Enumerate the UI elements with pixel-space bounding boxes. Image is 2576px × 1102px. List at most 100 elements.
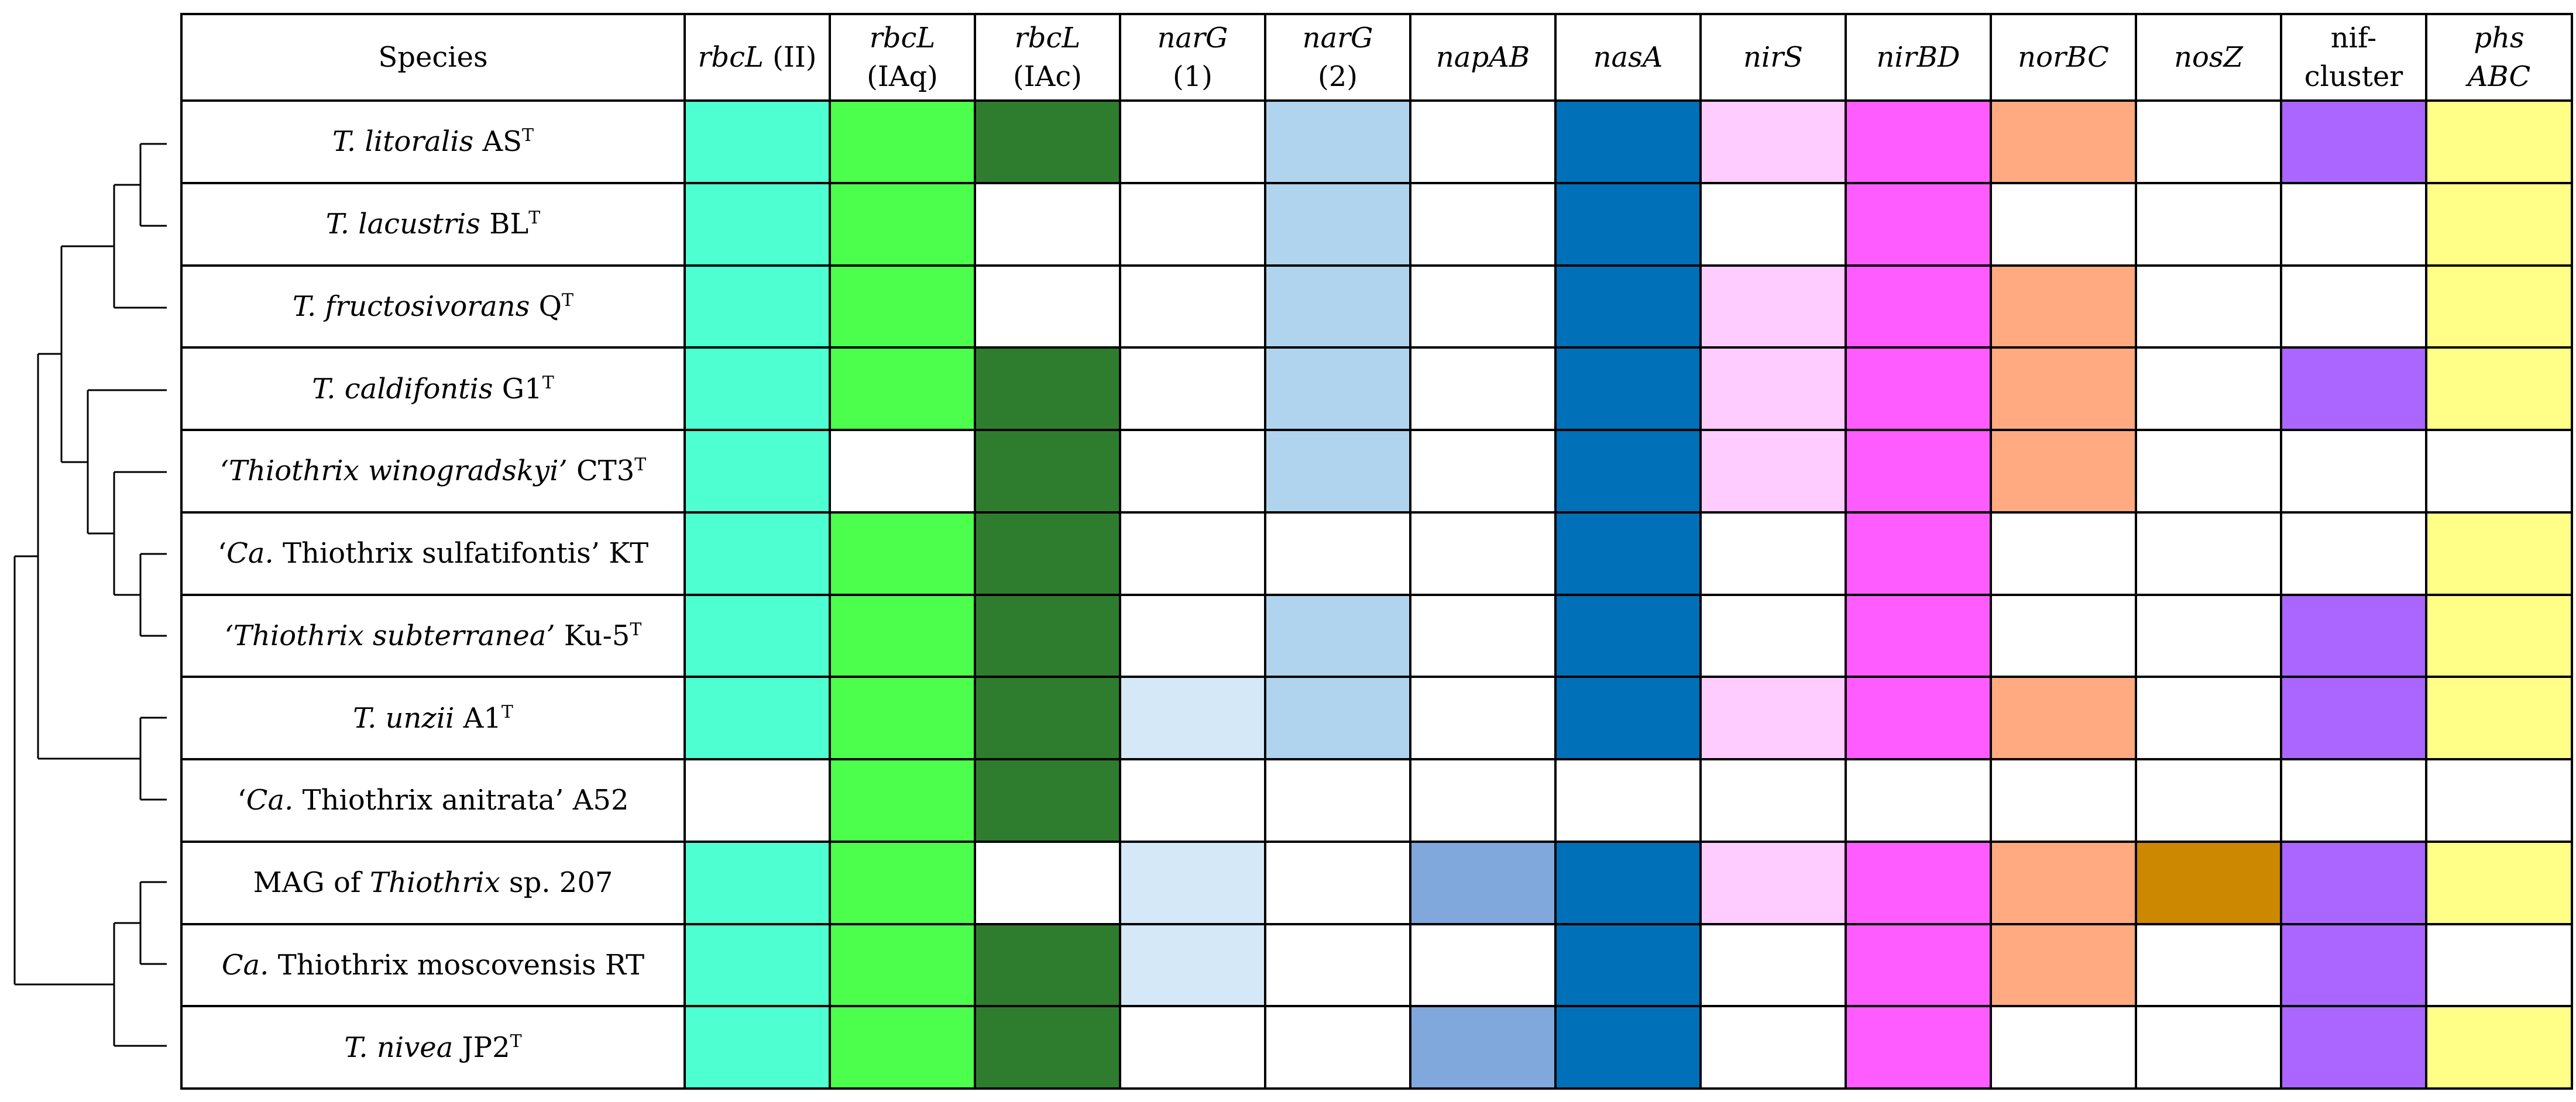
gene-header-line2: ABC	[2467, 60, 2531, 93]
species-name-part: T. litoralis	[332, 125, 474, 159]
gene-cell-rbcl-iaq	[829, 840, 976, 925]
species-name: T. lacustris BLT	[180, 181, 686, 267]
gene-cell-nosz	[2135, 1005, 2282, 1090]
gene-cell-napab	[1409, 181, 1557, 267]
gene-header-line1: rbcL	[1014, 22, 1081, 54]
gene-header-rbcl-iac: rbcL (IAc)	[974, 13, 1121, 102]
gene-header-line1: nirS	[1743, 41, 1804, 74]
gene-cell-rbcl-ii	[684, 429, 831, 514]
gene-cell-norbc	[1990, 840, 2137, 925]
gene-cell-rbcl-ii	[684, 511, 831, 596]
gene-header-nasa: nasA	[1554, 13, 1702, 102]
species-name: T. fructosivorans QT	[180, 264, 686, 349]
gene-cell-narg-1	[1119, 1005, 1266, 1090]
type-strain-superscript: T	[634, 454, 647, 476]
species-name-part: T. nivea	[344, 1031, 454, 1064]
gene-cell-nirs	[1699, 429, 1847, 514]
gene-cell-phs	[2425, 840, 2573, 925]
gene-cell-nasa	[1554, 593, 1702, 679]
type-strain-superscript: T	[630, 619, 642, 640]
gene-cell-rbcl-iac	[974, 676, 1121, 760]
gene-cell-nirs	[1699, 346, 1847, 431]
gene-cell-napab	[1409, 758, 1557, 843]
species-name-part: Ca.	[226, 537, 274, 570]
gene-cell-nif	[2280, 676, 2427, 760]
gene-presence-table: Species rbcL (II) rbcL (IAq) rbcL (IAc) narG(…	[180, 13, 2573, 1090]
species-name: ‘Ca. Thiothrix sulfatifontis’ KT	[180, 511, 686, 596]
gene-header-line1: nosZ	[2174, 41, 2243, 74]
gene-cell-narg-1	[1119, 429, 1266, 514]
type-strain-superscript: T	[528, 208, 541, 229]
gene-cell-narg-1	[1119, 676, 1266, 760]
gene-cell-rbcl-ii	[684, 99, 831, 184]
gene-cell-rbcl-iaq	[829, 181, 976, 267]
gene-cell-rbcl-iac	[974, 264, 1121, 349]
gene-header-narg-1: narG (1)	[1119, 13, 1266, 102]
gene-cell-norbc	[1990, 593, 2137, 679]
type-strain-superscript: T	[542, 372, 554, 393]
gene-cell-nasa	[1554, 264, 1702, 349]
gene-cell-nosz	[2135, 840, 2282, 925]
gene-cell-napab	[1409, 922, 1557, 1008]
gene-cell-rbcl-iaq	[829, 593, 976, 679]
type-strain-superscript: T	[510, 1031, 522, 1052]
gene-header-line1: rbcL	[698, 41, 764, 74]
gene-header-nirs: nirS	[1699, 13, 1847, 102]
gene-cell-narg-2	[1264, 264, 1411, 349]
gene-header-line1: narG	[1302, 22, 1373, 54]
gene-header-line1: nasA	[1593, 41, 1663, 74]
type-strain-superscript: T	[561, 290, 573, 311]
gene-cell-nirs	[1699, 264, 1847, 349]
gene-cell-nirs	[1699, 99, 1847, 184]
gene-cell-nif	[2280, 99, 2427, 184]
species-name-part: Thiothrix anitrata’ A52	[293, 784, 629, 817]
gene-cell-phs	[2425, 346, 2573, 431]
gene-cell-nirbd	[1845, 758, 1992, 843]
gene-cell-rbcl-ii	[684, 758, 831, 843]
gene-cell-rbcl-iac	[974, 429, 1121, 514]
gene-cell-rbcl-ii	[684, 840, 831, 925]
gene-header-line1: phs	[2474, 22, 2525, 54]
gene-cell-rbcl-iaq	[829, 922, 976, 1008]
gene-cell-nosz	[2135, 922, 2282, 1008]
gene-cell-norbc	[1990, 346, 2137, 431]
gene-cell-nosz	[2135, 181, 2282, 267]
gene-cell-norbc	[1990, 264, 2137, 349]
gene-cell-rbcl-iaq	[829, 676, 976, 760]
gene-cell-nosz	[2135, 264, 2282, 349]
gene-cell-nirbd	[1845, 676, 1992, 760]
gene-cell-napab	[1409, 264, 1557, 349]
species-name-part: BL	[480, 208, 529, 241]
gene-cell-nirbd	[1845, 922, 1992, 1008]
gene-cell-nasa	[1554, 1005, 1702, 1090]
gene-header-line2: cluster	[2304, 60, 2403, 93]
gene-header-line1: napAB	[1435, 41, 1530, 74]
header-row: Species rbcL (II) rbcL (IAq) rbcL (IAc) narG(…	[180, 13, 2573, 102]
gene-cell-rbcl-iac	[974, 181, 1121, 267]
gene-cell-rbcl-iac	[974, 840, 1121, 925]
gene-cell-norbc	[1990, 1005, 2137, 1090]
gene-cell-narg-1	[1119, 758, 1266, 843]
gene-cell-narg-2	[1264, 1005, 1411, 1090]
gene-cell-nosz	[2135, 758, 2282, 843]
table-row: ‘Thiothrix winogradskyi’ CT3T	[180, 429, 2573, 514]
table-row: ‘Ca. Thiothrix anitrata’ A52	[180, 758, 2573, 843]
species-name-part: MAG of	[253, 866, 370, 900]
gene-cell-narg-1	[1119, 181, 1266, 267]
gene-cell-nasa	[1554, 922, 1702, 1008]
gene-header-line2: (IAc)	[1013, 60, 1082, 93]
gene-cell-napab	[1409, 593, 1557, 679]
species-name-part: ‘Thiothrix subterranea’	[224, 619, 555, 652]
gene-cell-rbcl-iac	[974, 593, 1121, 679]
species-name: MAG of Thiothrix sp. 207	[180, 840, 686, 925]
gene-cell-narg-2	[1264, 593, 1411, 679]
gene-cell-narg-2	[1264, 99, 1411, 184]
gene-cell-nirbd	[1845, 181, 1992, 267]
species-name: T. caldifontis G1T	[180, 346, 686, 431]
gene-cell-napab	[1409, 840, 1557, 925]
gene-cell-nirbd	[1845, 264, 1992, 349]
gene-cell-rbcl-iac	[974, 511, 1121, 596]
gene-cell-phs	[2425, 99, 2573, 184]
gene-header-rbcl-ii: rbcL (II)	[684, 13, 831, 102]
gene-cell-nirs	[1699, 676, 1847, 760]
